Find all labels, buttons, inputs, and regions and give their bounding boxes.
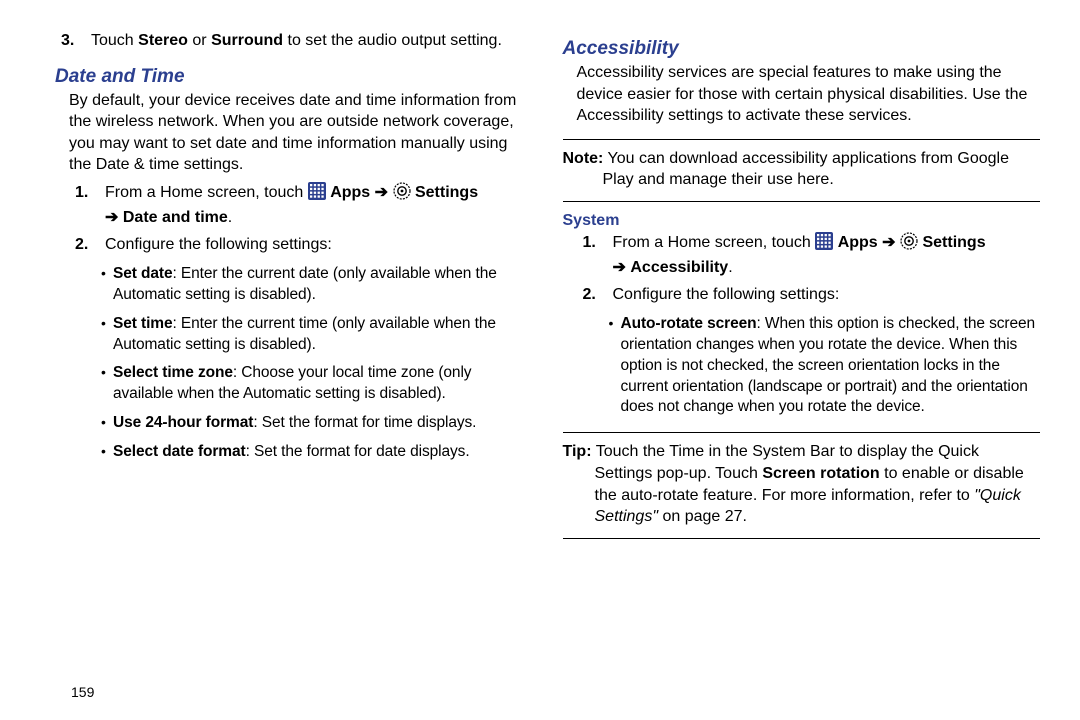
bullet-24-hour: Use 24-hour format: Set the format for t… [99, 413, 533, 434]
bold-term: Settings [415, 184, 478, 201]
bullet-term: Set time [113, 315, 173, 332]
bullet-set-date: Set date: Enter the current date (only a… [99, 264, 533, 306]
text-part: From a Home screen, touch [613, 234, 816, 251]
divider [563, 201, 1041, 202]
step-2-configure: 2. Configure the following settings: [69, 234, 533, 256]
text-part: to set the audio output setting. [283, 32, 502, 49]
step-number: 2. [69, 234, 105, 256]
text-part: or [188, 32, 211, 49]
step-number: 2. [577, 284, 613, 306]
step-1-home-access: 1. From a Home screen, touch Apps ➔ Sett… [577, 232, 1041, 278]
bold-term: Settings [922, 234, 985, 251]
text-part: . [728, 259, 732, 276]
apps-grid-icon [815, 232, 833, 257]
step-number: 1. [577, 232, 613, 278]
heading-date-and-time: Date and Time [55, 66, 533, 88]
bold-term: Screen rotation [762, 465, 879, 482]
step-text: Configure the following settings: [613, 284, 1041, 306]
bold-term: Accessibility [630, 259, 728, 276]
apps-grid-icon [308, 182, 326, 207]
right-column: Accessibility Accessibility services are… [563, 30, 1041, 700]
settings-gear-icon [393, 182, 411, 207]
bold-term: Stereo [138, 32, 188, 49]
bullet-text: : Set the format for date displays. [246, 443, 470, 460]
text-part: Touch [91, 32, 138, 49]
bold-term: Surround [211, 32, 283, 49]
bullet-set-time: Set time: Enter the current time (only a… [99, 314, 533, 356]
page-number: 159 [55, 666, 533, 700]
tip-text: on page 27. [658, 508, 747, 525]
text-part: From a Home screen, touch [105, 184, 308, 201]
note-label: Note: [563, 150, 604, 167]
bold-term: Apps [330, 184, 370, 201]
divider [563, 538, 1041, 539]
step-text: Configure the following settings: [105, 234, 533, 256]
arrow-icon: ➔ [375, 184, 388, 201]
step-text: From a Home screen, touch Apps ➔ Setting… [105, 182, 533, 228]
settings-gear-icon [900, 232, 918, 257]
divider [563, 432, 1041, 433]
text-part: . [228, 209, 232, 226]
note-text: You can download accessibility applicati… [603, 150, 1009, 189]
arrow-icon: ➔ [613, 259, 626, 276]
step-3-audio: 3. Touch Stereo or Surround to set the a… [55, 30, 533, 52]
subheading-system: System [563, 212, 1041, 230]
arrow-icon: ➔ [882, 234, 895, 251]
bold-term: Apps [838, 234, 878, 251]
bullet-term: Select date format [113, 443, 246, 460]
bullet-auto-rotate: Auto-rotate screen: When this option is … [607, 314, 1041, 419]
left-column: 3. Touch Stereo or Surround to set the a… [55, 30, 533, 700]
bold-term: Date and time [123, 209, 228, 226]
bullet-select-timezone: Select time zone: Choose your local time… [99, 363, 533, 405]
step-1-home: 1. From a Home screen, touch Apps ➔ Sett… [69, 182, 533, 228]
tip-label: Tip: [563, 443, 592, 460]
bullet-term: Select time zone [113, 364, 233, 381]
step-text: Touch Stereo or Surround to set the audi… [91, 30, 533, 52]
step-number: 3. [55, 30, 91, 52]
step-text: From a Home screen, touch Apps ➔ Setting… [613, 232, 1041, 278]
bullet-term: Set date [113, 265, 173, 282]
note-block: Note: You can download accessibility app… [563, 146, 1041, 195]
heading-accessibility: Accessibility [563, 38, 1041, 60]
bullet-term: Use 24-hour format [113, 414, 253, 431]
tip-block: Tip: Touch the Time in the System Bar to… [563, 439, 1041, 531]
step-number: 1. [69, 182, 105, 228]
divider [563, 139, 1041, 140]
paragraph-date-intro: By default, your device receives date an… [69, 90, 533, 176]
bullet-text: : Set the format for time displays. [253, 414, 476, 431]
paragraph-accessibility-intro: Accessibility services are special featu… [577, 62, 1041, 127]
bullet-term: Auto-rotate screen [621, 315, 757, 332]
step-2-configure-access: 2. Configure the following settings: [577, 284, 1041, 306]
bullet-date-format: Select date format: Set the format for d… [99, 442, 533, 463]
arrow-icon: ➔ [105, 209, 118, 226]
